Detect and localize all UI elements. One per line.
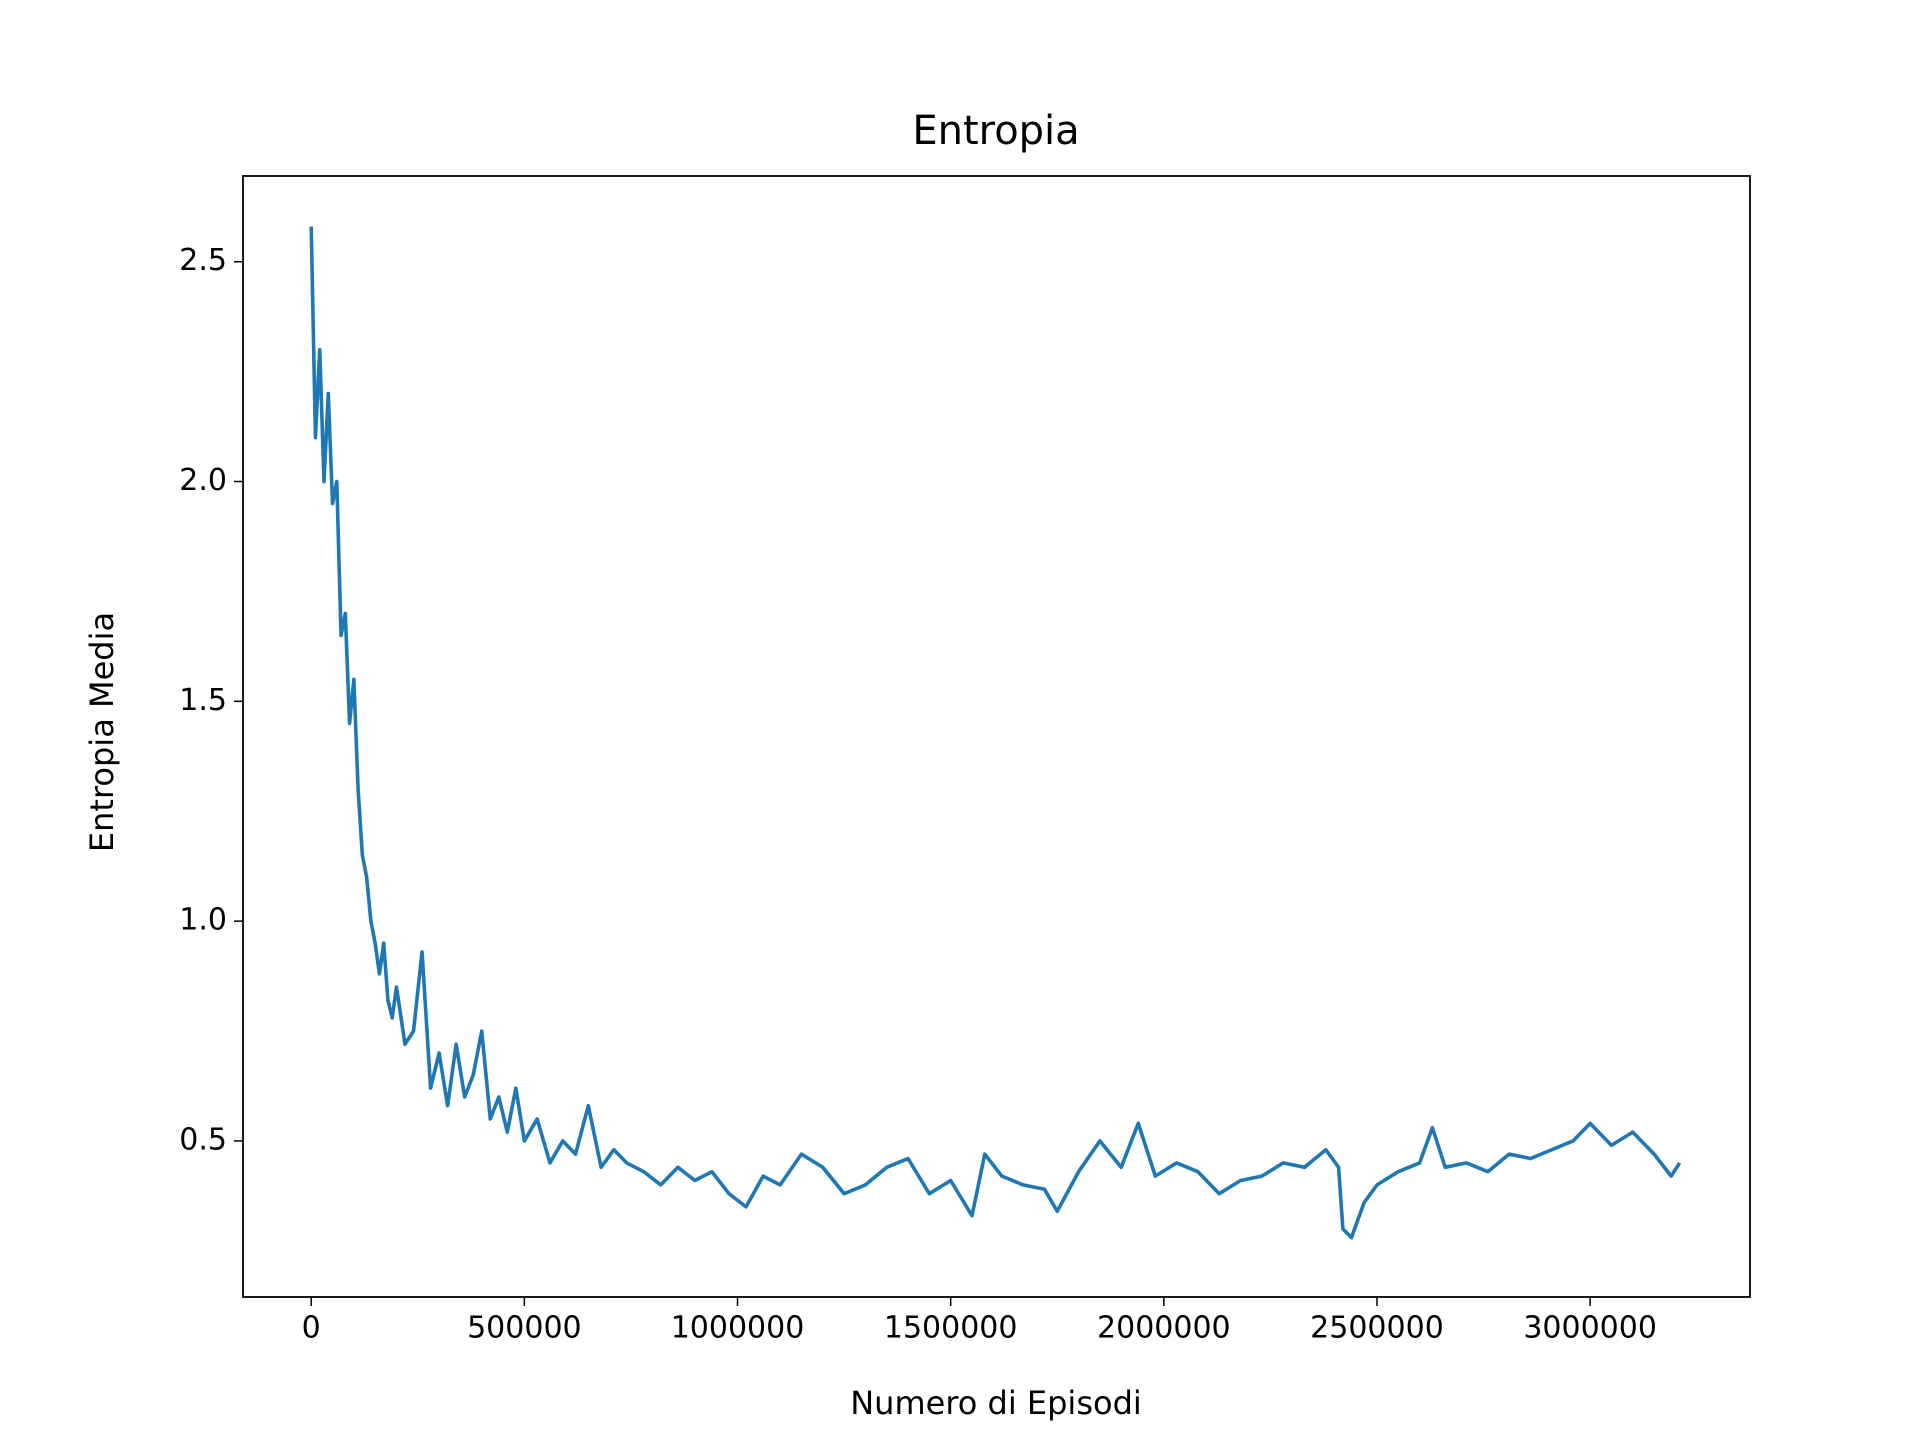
x-tick-label: 1000000 [671, 1311, 805, 1346]
x-tick-label: 1500000 [884, 1311, 1018, 1346]
x-tick-label: 500000 [467, 1311, 582, 1346]
plot-frame [242, 175, 1751, 1298]
y-axis-label: Entropia Media [83, 612, 121, 852]
line-series [309, 226, 1682, 1240]
x-tick-label: 3000000 [1523, 1311, 1657, 1346]
y-tick-label: 2.0 [179, 463, 227, 498]
x-tick-label: 2000000 [1097, 1311, 1231, 1346]
x-tick-label: 2500000 [1310, 1311, 1444, 1346]
y-tick-label: 0.5 [179, 1122, 227, 1157]
y-tick-label: 2.5 [179, 243, 227, 278]
x-tick-label: 0 [302, 1311, 321, 1346]
x-axis-label: Numero di Episodi [850, 1384, 1142, 1422]
y-tick-label: 1.5 [179, 683, 227, 718]
chart-title: Entropia [912, 108, 1079, 154]
y-tick-label: 1.0 [179, 903, 227, 938]
